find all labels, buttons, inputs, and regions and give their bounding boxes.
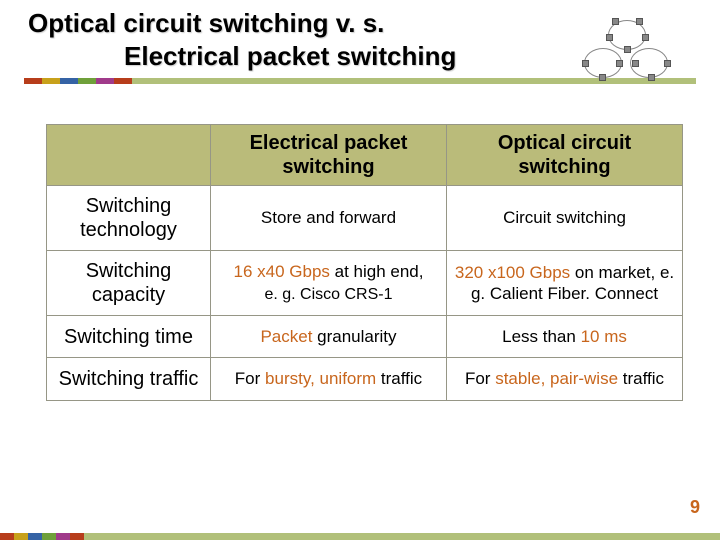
cell-tech-electrical: Store and forward [211,186,447,251]
cell-time-optical: Less than 10 ms [447,316,683,358]
cell-traffic-electrical: For bursty, uniform traffic [211,358,447,400]
comparison-table: Electrical packet switching Optical circ… [46,124,683,401]
bottom-accent-bar [0,533,720,540]
header-corner [47,125,211,186]
cell-time-electrical: Packet granularity [211,316,447,358]
cell-traffic-optical: For stable, pair-wise traffic [447,358,683,400]
network-diagram-icon [584,20,670,82]
cell-capacity-optical: 320 x100 Gbps on market, e. g. Calient F… [447,251,683,316]
row-label-technology: Switching technology [47,186,211,251]
row-label-time: Switching time [47,316,211,358]
title-block: Optical circuit switching v. s. Electric… [24,8,696,94]
col-header-optical: Optical circuit switching [447,125,683,186]
page-number: 9 [690,497,700,518]
header-row: Electrical packet switching Optical circ… [47,125,683,186]
row-label-capacity: Switching capacity [47,251,211,316]
col-header-electrical: Electrical packet switching [211,125,447,186]
cell-capacity-electrical: 16 x40 Gbps at high end, e. g. Cisco CRS… [211,251,447,316]
row-capacity: Switching capacity 16 x40 Gbps at high e… [47,251,683,316]
row-technology: Switching technology Store and forward C… [47,186,683,251]
row-label-traffic: Switching traffic [47,358,211,400]
row-traffic: Switching traffic For bursty, uniform tr… [47,358,683,400]
slide: Optical circuit switching v. s. Electric… [0,0,720,540]
row-time: Switching time Packet granularity Less t… [47,316,683,358]
cell-tech-optical: Circuit switching [447,186,683,251]
